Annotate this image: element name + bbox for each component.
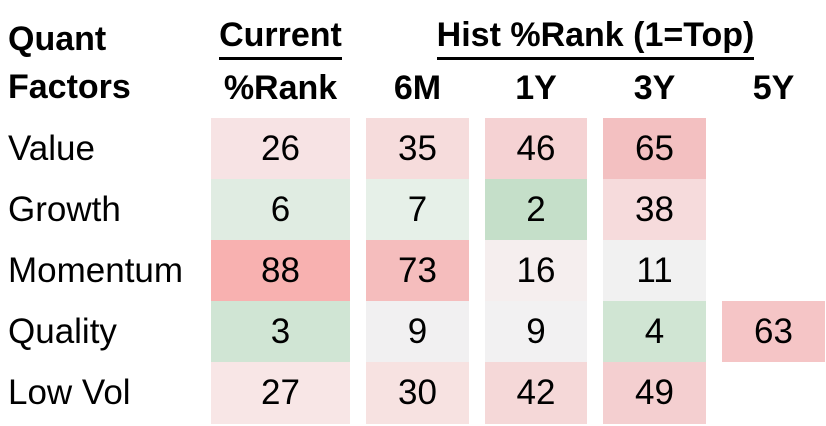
row-label-quality: Quality (8, 311, 117, 351)
heatmap-cell-momentum-5y (722, 240, 825, 301)
row-label-growth: Growth (8, 189, 121, 229)
row-group-title: Quant Factors (0, 0, 195, 118)
heatmap-cell-lowvol-1y: 42 (485, 362, 587, 424)
heatmap-cell-growth-6m: 7 (366, 179, 469, 240)
row-label-low-vol: Low Vol (8, 373, 131, 412)
heatmap-cell-growth-1y: 2 (485, 179, 587, 240)
heatmap-cell-momentum-6m: 73 (366, 240, 469, 301)
heatmap-cell-lowvol-3y: 49 (603, 362, 706, 424)
row-group-title-line2: Factors (8, 68, 131, 106)
heatmap-cell-quality-3y: 4 (603, 301, 706, 362)
heatmap-cell-lowvol-6m: 30 (366, 362, 469, 424)
heatmap-cell-value-3y: 65 (603, 118, 706, 179)
heatmap-cell-growth-3y: 38 (603, 179, 706, 240)
heatmap-cell-momentum-3y: 11 (603, 240, 706, 301)
period-column-header-1y: 1Y (515, 68, 557, 107)
row-label-momentum: Momentum (8, 250, 184, 290)
current-group-header: Current (211, 0, 350, 66)
period-column-header-5y: 5Y (752, 68, 795, 107)
heatmap-cell-value-1y: 46 (485, 118, 587, 179)
heatmap-cell-lowvol-current: 27 (211, 362, 350, 424)
heatmap-cell-lowvol-5y (722, 362, 825, 424)
heatmap-cell-quality-1y: 9 (485, 301, 587, 362)
heatmap-cell-value-5y (722, 118, 825, 179)
period-column-header-6m: 6M (393, 68, 442, 107)
heatmap-cell-momentum-1y: 16 (485, 240, 587, 301)
heatmap-cell-value-current: 26 (211, 118, 350, 179)
heatmap-cell-momentum-current: 88 (211, 240, 350, 301)
row-group-title-line1: Quant (8, 20, 107, 58)
heatmap-cell-growth-current: 6 (211, 179, 350, 240)
current-rank-column-header: %Rank (223, 68, 338, 107)
heatmap-cell-growth-5y (722, 179, 825, 240)
heatmap-cell-value-6m: 35 (366, 118, 469, 179)
heatmap-cell-quality-5y: 63 (722, 301, 825, 362)
hist-group-header-label: Hist %Rank (1=Top) (436, 18, 755, 60)
hist-group-header: Hist %Rank (1=Top) (366, 0, 825, 66)
period-column-header-3y: 3Y (633, 68, 676, 107)
heatmap-cell-quality-current: 3 (211, 301, 350, 362)
heatmap-cell-quality-6m: 9 (366, 301, 469, 362)
row-label-value: Value (8, 128, 95, 168)
current-group-header-label: Current (219, 18, 342, 60)
